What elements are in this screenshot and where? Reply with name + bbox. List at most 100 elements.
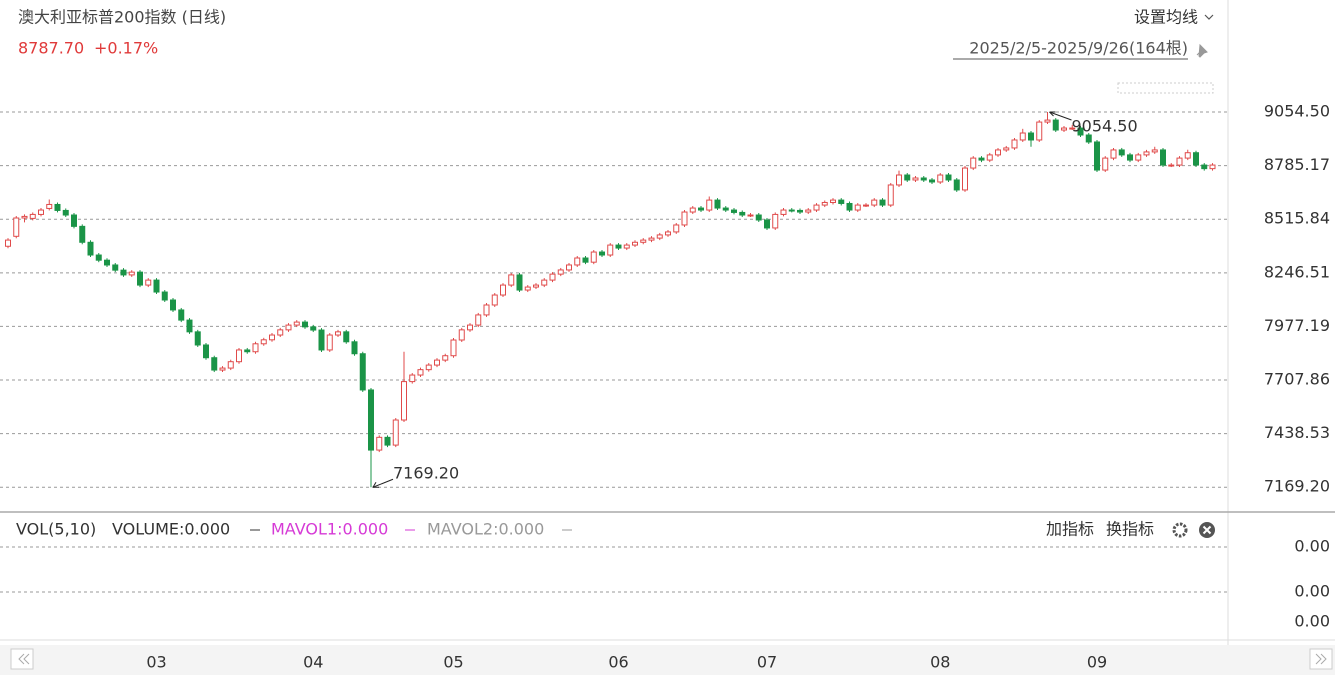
candle-body xyxy=(607,244,614,256)
candle-body xyxy=(656,234,663,239)
candle-body xyxy=(1209,164,1216,170)
candle-body xyxy=(326,334,333,351)
y-tick-label: 7977.19 xyxy=(1264,316,1330,335)
timeline-bar xyxy=(0,645,1335,675)
candle-body xyxy=(252,343,259,353)
candle-body xyxy=(376,436,383,451)
candle-body xyxy=(1094,141,1100,171)
candle-body xyxy=(962,167,968,191)
candle-body xyxy=(681,211,688,226)
candle-body xyxy=(516,274,523,291)
candle-body xyxy=(392,419,399,446)
candle-body xyxy=(673,224,680,233)
candle-body xyxy=(665,231,671,236)
volume-tick-label: 0.00 xyxy=(1294,537,1330,556)
candle-body xyxy=(945,174,952,181)
candle-body xyxy=(863,204,869,207)
candle-body xyxy=(145,279,152,286)
candle-body xyxy=(219,367,226,371)
y-tick-label: 8785.17 xyxy=(1264,155,1330,174)
candle-body xyxy=(838,199,845,204)
candle-body xyxy=(524,286,531,291)
candle-body xyxy=(623,244,630,249)
candle-body xyxy=(5,239,11,247)
candle-body xyxy=(71,214,77,227)
candle-body xyxy=(104,259,110,266)
switch-indicator[interactable]: 换指标 xyxy=(1106,520,1154,539)
candle-body xyxy=(813,204,820,211)
candle-body xyxy=(137,271,143,286)
candle-body xyxy=(1036,121,1043,141)
candle-body xyxy=(722,207,729,211)
candle-body xyxy=(351,341,358,355)
candle-body xyxy=(368,389,374,451)
annotation-arrow xyxy=(372,478,394,488)
candle-body xyxy=(1069,127,1076,130)
candle-body xyxy=(1160,149,1166,166)
change: +0.17% xyxy=(94,39,158,58)
volume-value: VOLUME:0.000 xyxy=(112,520,230,539)
candle-body xyxy=(887,184,894,206)
dropdown-icon[interactable] xyxy=(1204,14,1214,20)
add-indicator[interactable]: 加指标 xyxy=(1046,520,1094,539)
candle-body xyxy=(1003,147,1010,151)
close-cross[interactable] xyxy=(1202,525,1212,535)
candle-body xyxy=(21,215,28,219)
candle-body xyxy=(384,436,391,446)
candle-body xyxy=(1085,134,1092,143)
candle-body xyxy=(1193,152,1199,166)
candle-body xyxy=(937,174,944,183)
candle-body xyxy=(434,359,440,366)
candle-body xyxy=(1127,154,1133,161)
candle-body xyxy=(458,329,465,341)
y-tick-label: 9054.50 xyxy=(1264,102,1330,121)
mavol2: MAVOL2:0.000 xyxy=(427,520,544,539)
candle-body xyxy=(574,257,581,266)
candle-body xyxy=(1052,119,1059,131)
candle-body xyxy=(772,213,779,229)
x-tick-label: 09 xyxy=(1087,653,1107,672)
candle-body xyxy=(1061,127,1067,131)
candle-body xyxy=(112,264,119,271)
candle-body xyxy=(161,291,168,301)
candle-body xyxy=(557,269,564,275)
pin-icon[interactable] xyxy=(1196,43,1208,58)
candle-body xyxy=(153,279,160,293)
y-tick-label: 8246.51 xyxy=(1264,262,1330,281)
scroll-left[interactable] xyxy=(10,648,34,670)
candle-body xyxy=(318,329,325,351)
candle-body xyxy=(929,179,935,183)
candle-body xyxy=(970,157,977,169)
ma-setting[interactable]: 设置均线 xyxy=(1134,8,1198,27)
candle-body xyxy=(203,344,209,359)
candle-body xyxy=(62,209,69,216)
candle-body xyxy=(590,251,597,263)
scroll-right-icon[interactable] xyxy=(1315,653,1327,665)
candle-body xyxy=(648,237,655,241)
candle-body xyxy=(632,241,638,246)
candle-body xyxy=(1118,149,1125,156)
candle-body xyxy=(211,357,218,371)
candle-body xyxy=(640,239,647,243)
volume-tick-label: 0.00 xyxy=(1294,582,1330,601)
candle-body xyxy=(1102,157,1109,171)
candle-body xyxy=(1011,139,1018,149)
candle-body xyxy=(896,174,902,186)
candle-body xyxy=(780,209,787,215)
date-range[interactable]: 2025/2/5-2025/9/26(164根) xyxy=(969,39,1188,58)
candle-body xyxy=(475,314,482,326)
candle-body xyxy=(1176,157,1183,166)
candle-body xyxy=(582,257,589,263)
candle-body xyxy=(260,339,267,345)
candle-body xyxy=(1028,132,1034,141)
candle-body xyxy=(566,264,572,271)
candle-body xyxy=(29,213,36,219)
candle-body xyxy=(285,324,292,331)
candle-body xyxy=(38,209,44,215)
settings-icon[interactable] xyxy=(1172,522,1188,538)
candle-body xyxy=(310,326,317,331)
candle-body xyxy=(698,207,704,211)
scroll-left-icon[interactable] xyxy=(18,653,30,665)
candle-body xyxy=(978,157,985,161)
